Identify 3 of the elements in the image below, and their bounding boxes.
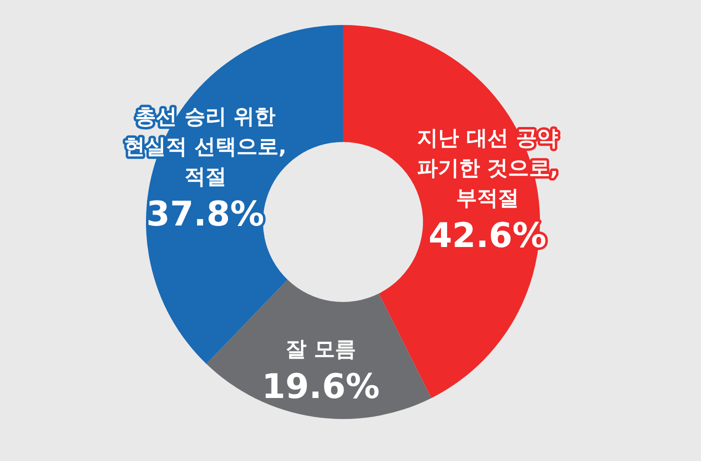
- slice-label: 잘 모름: [286, 336, 356, 361]
- data-label: 37.8%: [146, 194, 264, 234]
- data-label: 19.6%: [262, 366, 380, 407]
